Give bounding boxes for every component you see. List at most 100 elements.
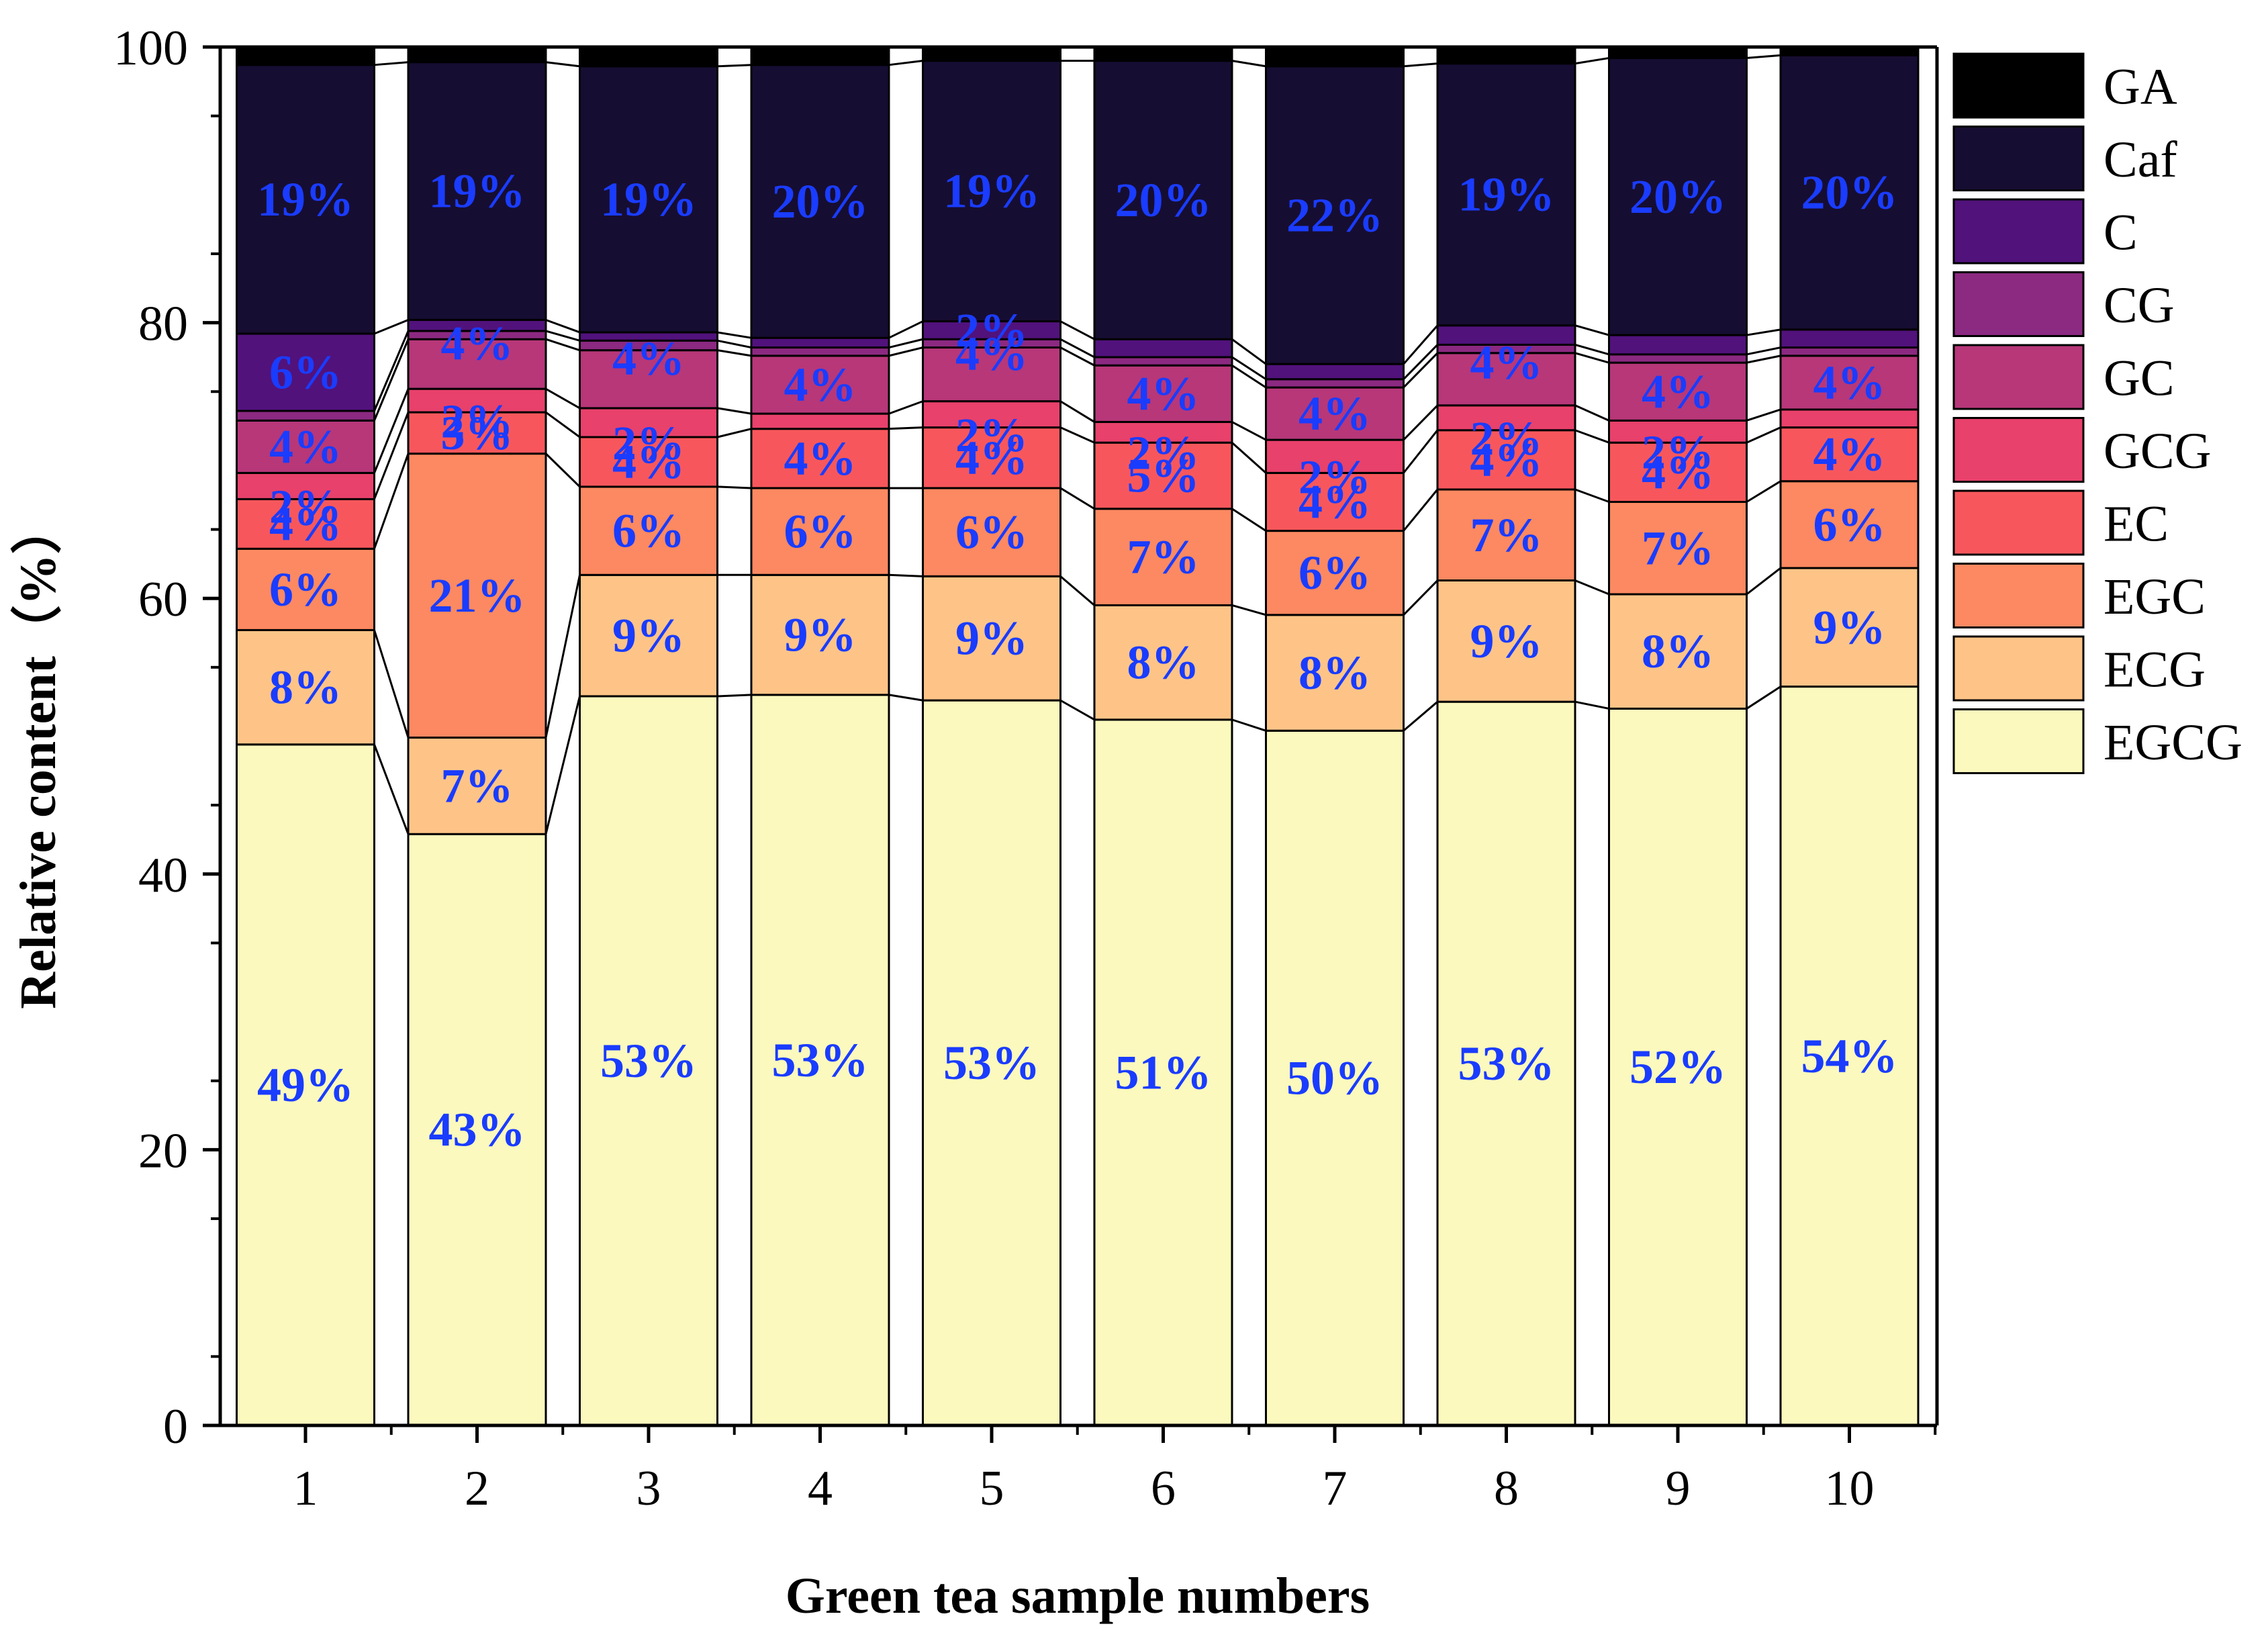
- data-label-egcg-sample-1: 49%: [257, 1058, 354, 1112]
- legend: GA Caf C CG GC GCG EC EGC ECG EGCG: [1952, 52, 2242, 774]
- bar-gc-sample-5: [922, 346, 1061, 403]
- bar-c-sample-6: [1093, 338, 1233, 359]
- connector-line: [717, 694, 752, 698]
- connector-line: [373, 330, 410, 412]
- data-label-caf-sample-7: 22%: [1286, 188, 1383, 242]
- bar-gcg-sample-6: [1093, 420, 1233, 444]
- bar-ec-sample-10: [1779, 426, 1920, 483]
- bar-gc-sample-4: [750, 355, 890, 415]
- connector-line: [1746, 54, 1781, 59]
- bar-gc-sample-1: [236, 419, 375, 474]
- bar-egcg-sample-2: [407, 833, 547, 1427]
- bar-gc-sample-9: [1608, 361, 1748, 422]
- connector-line: [888, 338, 923, 349]
- data-label-gcg-sample-6: 2%: [1127, 426, 1200, 480]
- connector-line: [545, 696, 581, 835]
- data-label-egcg-sample-3: 53%: [600, 1034, 697, 1088]
- connector-line: [717, 64, 752, 68]
- connector-line: [1746, 567, 1781, 596]
- legend-swatch-c: [1952, 198, 2085, 265]
- connector-line: [1746, 328, 1781, 336]
- data-label-caf-sample-2: 19%: [429, 164, 526, 218]
- data-label-egc-sample-5: 6%: [955, 506, 1028, 559]
- x-axis-title: Green tea sample numbers: [786, 1568, 1370, 1624]
- connector-line: [1403, 489, 1439, 532]
- connector-line: [1231, 718, 1266, 732]
- connector-line: [373, 338, 410, 421]
- connector-line: [1574, 700, 1609, 710]
- connector-line: [1231, 60, 1266, 68]
- bar-c-sample-8: [1436, 324, 1576, 346]
- bar-egcg-sample-3: [579, 695, 718, 1427]
- bar-c-sample-10: [1779, 328, 1920, 349]
- connector-line: [1403, 344, 1439, 380]
- connector-line: [1059, 426, 1095, 444]
- legend-label-caf: Caf: [2104, 132, 2177, 188]
- data-label-ecg-sample-5: 9%: [955, 612, 1028, 665]
- bar-gcg-sample-5: [922, 400, 1061, 429]
- data-label-egcg-sample-10: 54%: [1801, 1029, 1898, 1083]
- data-label-gcg-sample-2: 2%: [441, 394, 514, 448]
- bar-caf-sample-2: [407, 61, 547, 321]
- data-label-egc-sample-8: 7%: [1470, 508, 1543, 562]
- bar-ec-sample-6: [1093, 441, 1233, 510]
- bar-egcg-sample-7: [1265, 729, 1405, 1427]
- connector-line: [1231, 508, 1267, 532]
- data-label-egc-sample-6: 7%: [1127, 530, 1200, 584]
- bar-caf-sample-7: [1265, 65, 1405, 365]
- bar-cg-sample-10: [1779, 346, 1920, 357]
- bar-ga-sample-2: [407, 46, 547, 64]
- bar-ga-sample-1: [236, 46, 375, 66]
- connector-line: [545, 330, 580, 342]
- data-label-egcg-sample-2: 43%: [429, 1103, 526, 1157]
- data-label-caf-sample-4: 20%: [772, 175, 869, 228]
- data-label-ecg-sample-4: 9%: [784, 608, 857, 662]
- data-label-caf-sample-5: 19%: [943, 164, 1040, 218]
- connector-line: [1059, 400, 1095, 423]
- connector-line: [1403, 324, 1439, 365]
- bar-gcg-sample-4: [750, 412, 890, 430]
- connector-line: [1231, 604, 1266, 616]
- bar-egcg-sample-8: [1436, 700, 1576, 1427]
- data-label-egcg-sample-4: 53%: [772, 1033, 869, 1087]
- data-label-egcg-sample-5: 53%: [943, 1036, 1040, 1090]
- connector-line: [1574, 344, 1609, 356]
- connector-line: [1231, 421, 1267, 441]
- connector-line: [1574, 56, 1609, 65]
- bar-ecg-sample-2: [407, 737, 547, 835]
- data-label-caf-sample-6: 20%: [1115, 173, 1212, 227]
- connector-line: [717, 331, 752, 339]
- data-label-ecg-sample-2: 7%: [441, 759, 514, 812]
- bar-ecg-sample-5: [922, 575, 1061, 702]
- bar-egc-sample-1: [236, 547, 375, 631]
- legend-label-gc: GC: [2104, 350, 2175, 407]
- bar-ga-sample-3: [579, 46, 718, 68]
- connector-line: [373, 744, 410, 835]
- data-label-gcg-sample-9: 2%: [1642, 426, 1714, 479]
- connector-line: [1574, 324, 1609, 336]
- bar-caf-sample-1: [236, 64, 375, 335]
- bar-c-sample-4: [750, 336, 890, 349]
- bar-egcg-sample-10: [1779, 686, 1920, 1427]
- legend-swatch-ga: [1952, 52, 2085, 119]
- data-label-ecg-sample-7: 8%: [1298, 646, 1371, 700]
- bar-egc-sample-9: [1608, 500, 1748, 596]
- connector-line: [373, 388, 410, 473]
- data-label-ec-sample-7: 4%: [1298, 475, 1371, 528]
- connector-line: [545, 574, 581, 738]
- data-label-gc-sample-7: 4%: [1298, 387, 1371, 440]
- data-label-c-sample-5: 2%: [955, 303, 1028, 357]
- data-label-gc-sample-10: 4%: [1813, 356, 1886, 410]
- connector-line: [888, 60, 923, 66]
- data-label-ecg-sample-9: 8%: [1642, 624, 1714, 678]
- data-label-egc-sample-10: 6%: [1813, 498, 1886, 551]
- bar-egc-sample-2: [407, 453, 547, 739]
- legend-swatch-gc: [1952, 344, 2085, 410]
- x-tick-label: 1: [293, 1461, 318, 1516]
- bar-ec-sample-1: [236, 498, 375, 550]
- connector-line: [888, 320, 924, 339]
- x-tick-label: 2: [465, 1461, 489, 1516]
- data-label-egc-sample-3: 6%: [612, 504, 685, 558]
- x-tick-label: 5: [980, 1461, 1004, 1516]
